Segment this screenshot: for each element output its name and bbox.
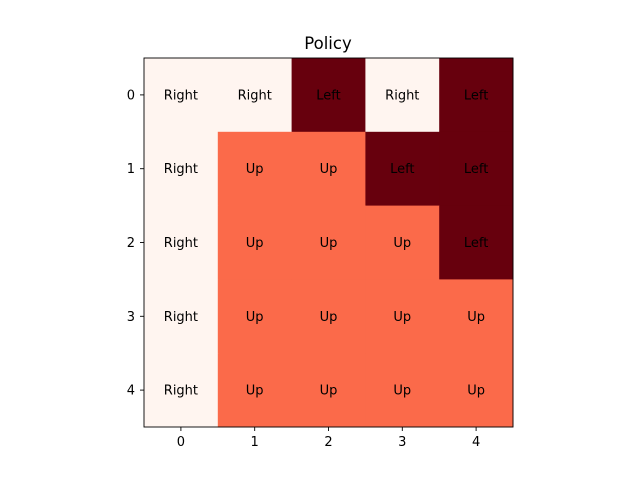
cell-action-label: Left xyxy=(390,162,414,177)
x-axis: 0 1 2 3 4 xyxy=(177,427,480,450)
heatmap-cell xyxy=(439,205,514,280)
cell-action-label: Right xyxy=(385,88,419,103)
heatmap-cell xyxy=(144,131,219,207)
cell-action-label: Right xyxy=(238,88,272,103)
heatmap-cell xyxy=(291,353,366,428)
heatmap-cell xyxy=(365,353,440,428)
cell-action-label: Up xyxy=(246,384,264,399)
heatmap-cell xyxy=(365,279,440,354)
x-tick-label: 4 xyxy=(472,435,480,450)
heatmap-cells xyxy=(144,58,514,428)
heatmap-cell xyxy=(291,205,366,280)
heatmap-cell xyxy=(439,131,514,207)
cell-action-label: Up xyxy=(320,310,338,325)
y-tick-label: 0 xyxy=(127,88,135,103)
heatmap-cell xyxy=(144,205,219,280)
cell-action-label: Left xyxy=(464,236,488,251)
heatmap-cell xyxy=(365,205,440,280)
cell-action-label: Up xyxy=(320,236,338,251)
cell-action-label: Left xyxy=(464,162,488,177)
heatmap-cell xyxy=(291,279,366,354)
cell-action-label: Up xyxy=(393,384,411,399)
y-tick-label: 1 xyxy=(127,162,135,177)
cell-action-label: Up xyxy=(393,236,411,251)
heatmap-cell xyxy=(439,353,514,428)
x-tick-label: 0 xyxy=(177,435,185,450)
heatmap-cell xyxy=(217,279,293,354)
heatmap-cell xyxy=(439,58,514,133)
cell-action-label: Up xyxy=(467,384,485,399)
heatmap-cell xyxy=(365,58,440,133)
cell-action-label: Up xyxy=(320,384,338,399)
chart-title: Policy xyxy=(304,34,352,53)
y-tick-label: 3 xyxy=(127,310,135,325)
cell-action-label: Up xyxy=(246,310,264,325)
cell-action-label: Right xyxy=(164,384,198,399)
cell-action-label: Left xyxy=(464,88,488,103)
cell-action-label: Right xyxy=(164,310,198,325)
cell-action-label: Up xyxy=(320,162,338,177)
x-tick-label: 3 xyxy=(398,435,406,450)
cell-action-label: Up xyxy=(467,310,485,325)
cell-action-label: Left xyxy=(316,88,340,103)
heatmap-cell xyxy=(291,131,366,207)
x-tick-label: 2 xyxy=(324,435,332,450)
heatmap-cell xyxy=(439,279,514,354)
cell-action-label: Up xyxy=(393,310,411,325)
heatmap-cell xyxy=(144,279,219,354)
cell-action-label: Up xyxy=(246,162,264,177)
x-tick-label: 1 xyxy=(251,435,259,450)
heatmap-cell xyxy=(144,353,219,428)
heatmap-cell xyxy=(144,58,219,133)
y-axis: 0 1 2 3 4 xyxy=(127,88,144,399)
heatmap-cell xyxy=(217,353,293,428)
cell-action-label: Right xyxy=(164,88,198,103)
cell-action-label: Right xyxy=(164,162,198,177)
heatmap-cell xyxy=(217,131,293,207)
heatmap-cell xyxy=(291,58,366,133)
heatmap-cell-labels: Right Right Left Right Left Right Up Up Left Left… xyxy=(164,88,489,398)
cell-action-label: Up xyxy=(246,236,264,251)
cell-action-label: Right xyxy=(164,236,198,251)
heatmap-cell xyxy=(365,131,440,207)
y-tick-label: 4 xyxy=(127,384,135,399)
y-tick-label: 2 xyxy=(127,236,135,251)
heatmap-cell xyxy=(217,58,293,133)
heatmap-cell xyxy=(217,205,293,280)
